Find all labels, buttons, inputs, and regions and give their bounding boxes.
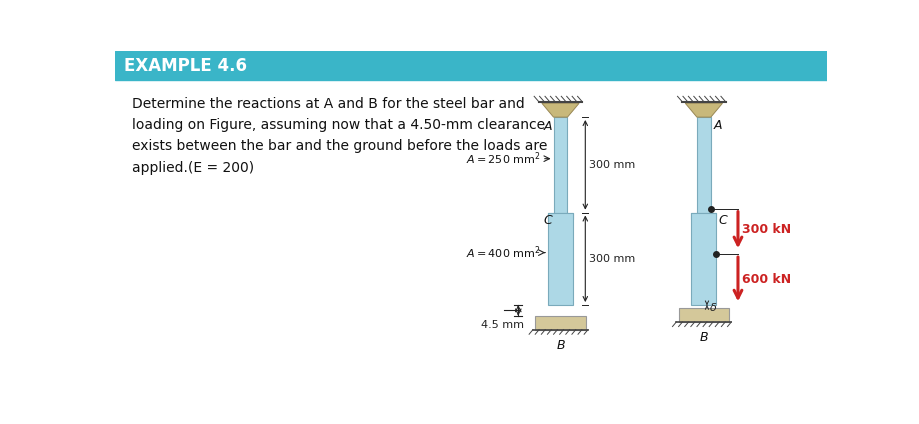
Text: $A = 250\ \mathrm{mm}^2$: $A = 250\ \mathrm{mm}^2$: [466, 151, 540, 167]
Bar: [115, 51, 827, 80]
Bar: [553, 117, 567, 212]
Text: 600 kN: 600 kN: [742, 273, 791, 286]
Bar: [711, 212, 716, 219]
Text: EXAMPLE 4.6: EXAMPLE 4.6: [124, 56, 247, 75]
Text: 300 mm: 300 mm: [589, 160, 635, 170]
Text: Determine the reactions at A and B for the steel bar and
loading on Figure, assu: Determine the reactions at A and B for t…: [132, 97, 548, 175]
Bar: [548, 212, 573, 305]
Text: 300 mm: 300 mm: [589, 254, 635, 264]
Polygon shape: [542, 103, 579, 117]
Text: C: C: [719, 214, 727, 227]
Bar: [691, 212, 716, 305]
Bar: [697, 117, 711, 212]
Text: A: A: [713, 119, 721, 131]
Text: B: B: [699, 331, 709, 344]
Bar: [535, 316, 585, 329]
Bar: [567, 212, 573, 219]
Polygon shape: [686, 103, 722, 117]
Text: A: A: [543, 120, 552, 133]
Bar: [679, 308, 729, 322]
Text: 4.5 mm: 4.5 mm: [482, 320, 524, 329]
Bar: [691, 212, 697, 219]
Text: $A = 400\ \mathrm{mm}^2$: $A = 400\ \mathrm{mm}^2$: [466, 244, 540, 261]
Text: 300 kN: 300 kN: [742, 223, 791, 237]
Text: B: B: [556, 339, 565, 352]
Bar: [548, 212, 553, 219]
Text: $\delta$: $\delta$: [709, 301, 718, 312]
Text: C: C: [543, 214, 552, 227]
